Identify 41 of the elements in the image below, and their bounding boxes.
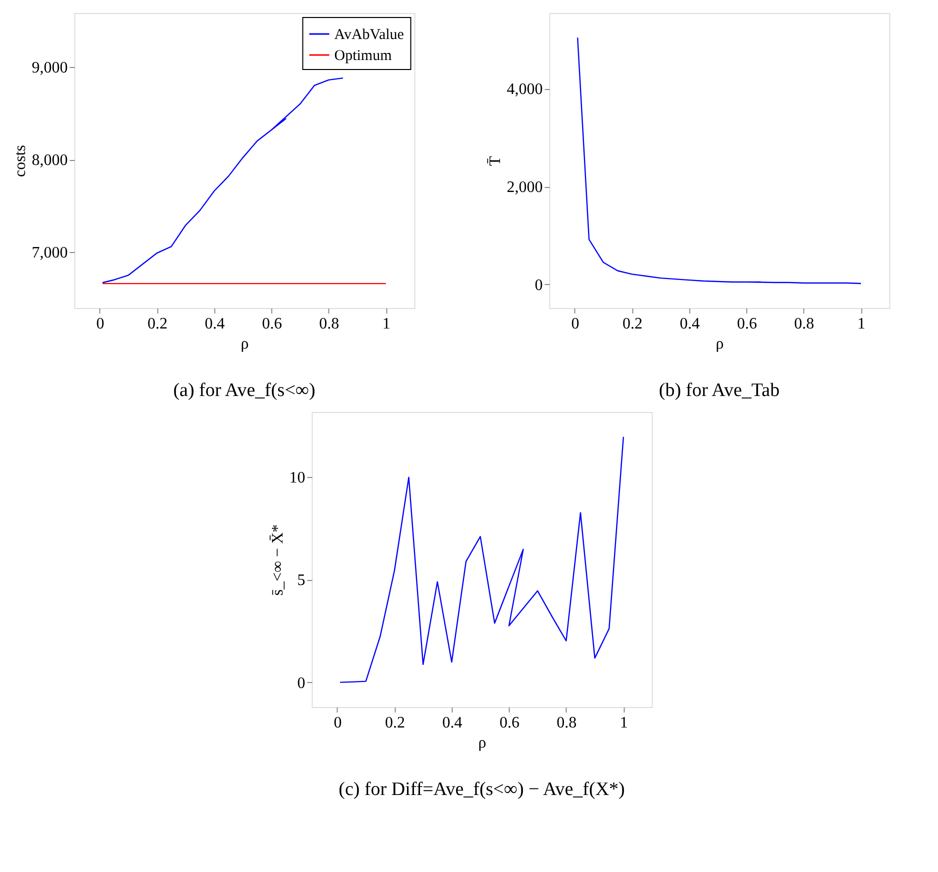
x-tick-label: 0 (96, 316, 104, 332)
x-tick-label: 0.8 (319, 316, 340, 332)
x-tick-label: 0.8 (556, 714, 577, 732)
x-tick-label: 0.4 (680, 316, 700, 332)
text: (a) for Ave_f(s<∞) (173, 380, 316, 401)
x-tick-label: 1 (382, 316, 390, 332)
x-tick-label: 0.6 (499, 714, 520, 732)
text: (b) for Ave_Tab (658, 380, 780, 401)
y-tick-label: 2,000 (506, 179, 543, 196)
y-axis-title: T̄ (486, 156, 504, 166)
x-tick-label: 0.6 (736, 316, 757, 332)
y-tick-label: 10 (289, 469, 306, 486)
x-tick-label: 0.2 (384, 714, 405, 732)
x-tick-label: 0.2 (147, 316, 168, 332)
x-tick-label: 0.6 (262, 316, 282, 332)
x-tick-label: 1 (857, 316, 866, 332)
x-tick-label: 0 (571, 316, 580, 332)
x-tick-label: 0.8 (794, 316, 814, 332)
y-tick-label: 4,000 (506, 81, 543, 98)
line-series (339, 436, 624, 683)
y-tick-label: 9,000 (32, 59, 68, 76)
y-tick-label: 0 (297, 674, 306, 692)
y-tick-label: 5 (297, 572, 306, 590)
x-tick-label: 0.2 (622, 316, 642, 332)
legend-label: AvAbValue (334, 27, 404, 43)
x-axis-title: ρ (716, 336, 724, 352)
y-tick-label: 7,000 (32, 244, 68, 262)
x-axis-title: ρ (240, 336, 249, 352)
x-tick-label: 1 (620, 714, 628, 732)
y-axis-title: costs (12, 145, 29, 177)
line-series (102, 77, 344, 284)
text: (c) for Diff=Ave_f(s<∞) − Ave_f(X*) (338, 779, 625, 800)
x-axis-title: ρ (478, 734, 486, 752)
line-series (576, 37, 862, 284)
y-tick-label: 8,000 (32, 152, 68, 170)
x-tick-label: 0 (334, 714, 342, 732)
y-axis-title: s̄_<∞ − X̄* (269, 524, 286, 596)
legend-label: Optimum (334, 48, 392, 64)
x-tick-label: 0.4 (442, 714, 462, 732)
x-tick-label: 0.4 (204, 316, 225, 332)
y-tick-label: 0 (534, 276, 543, 294)
